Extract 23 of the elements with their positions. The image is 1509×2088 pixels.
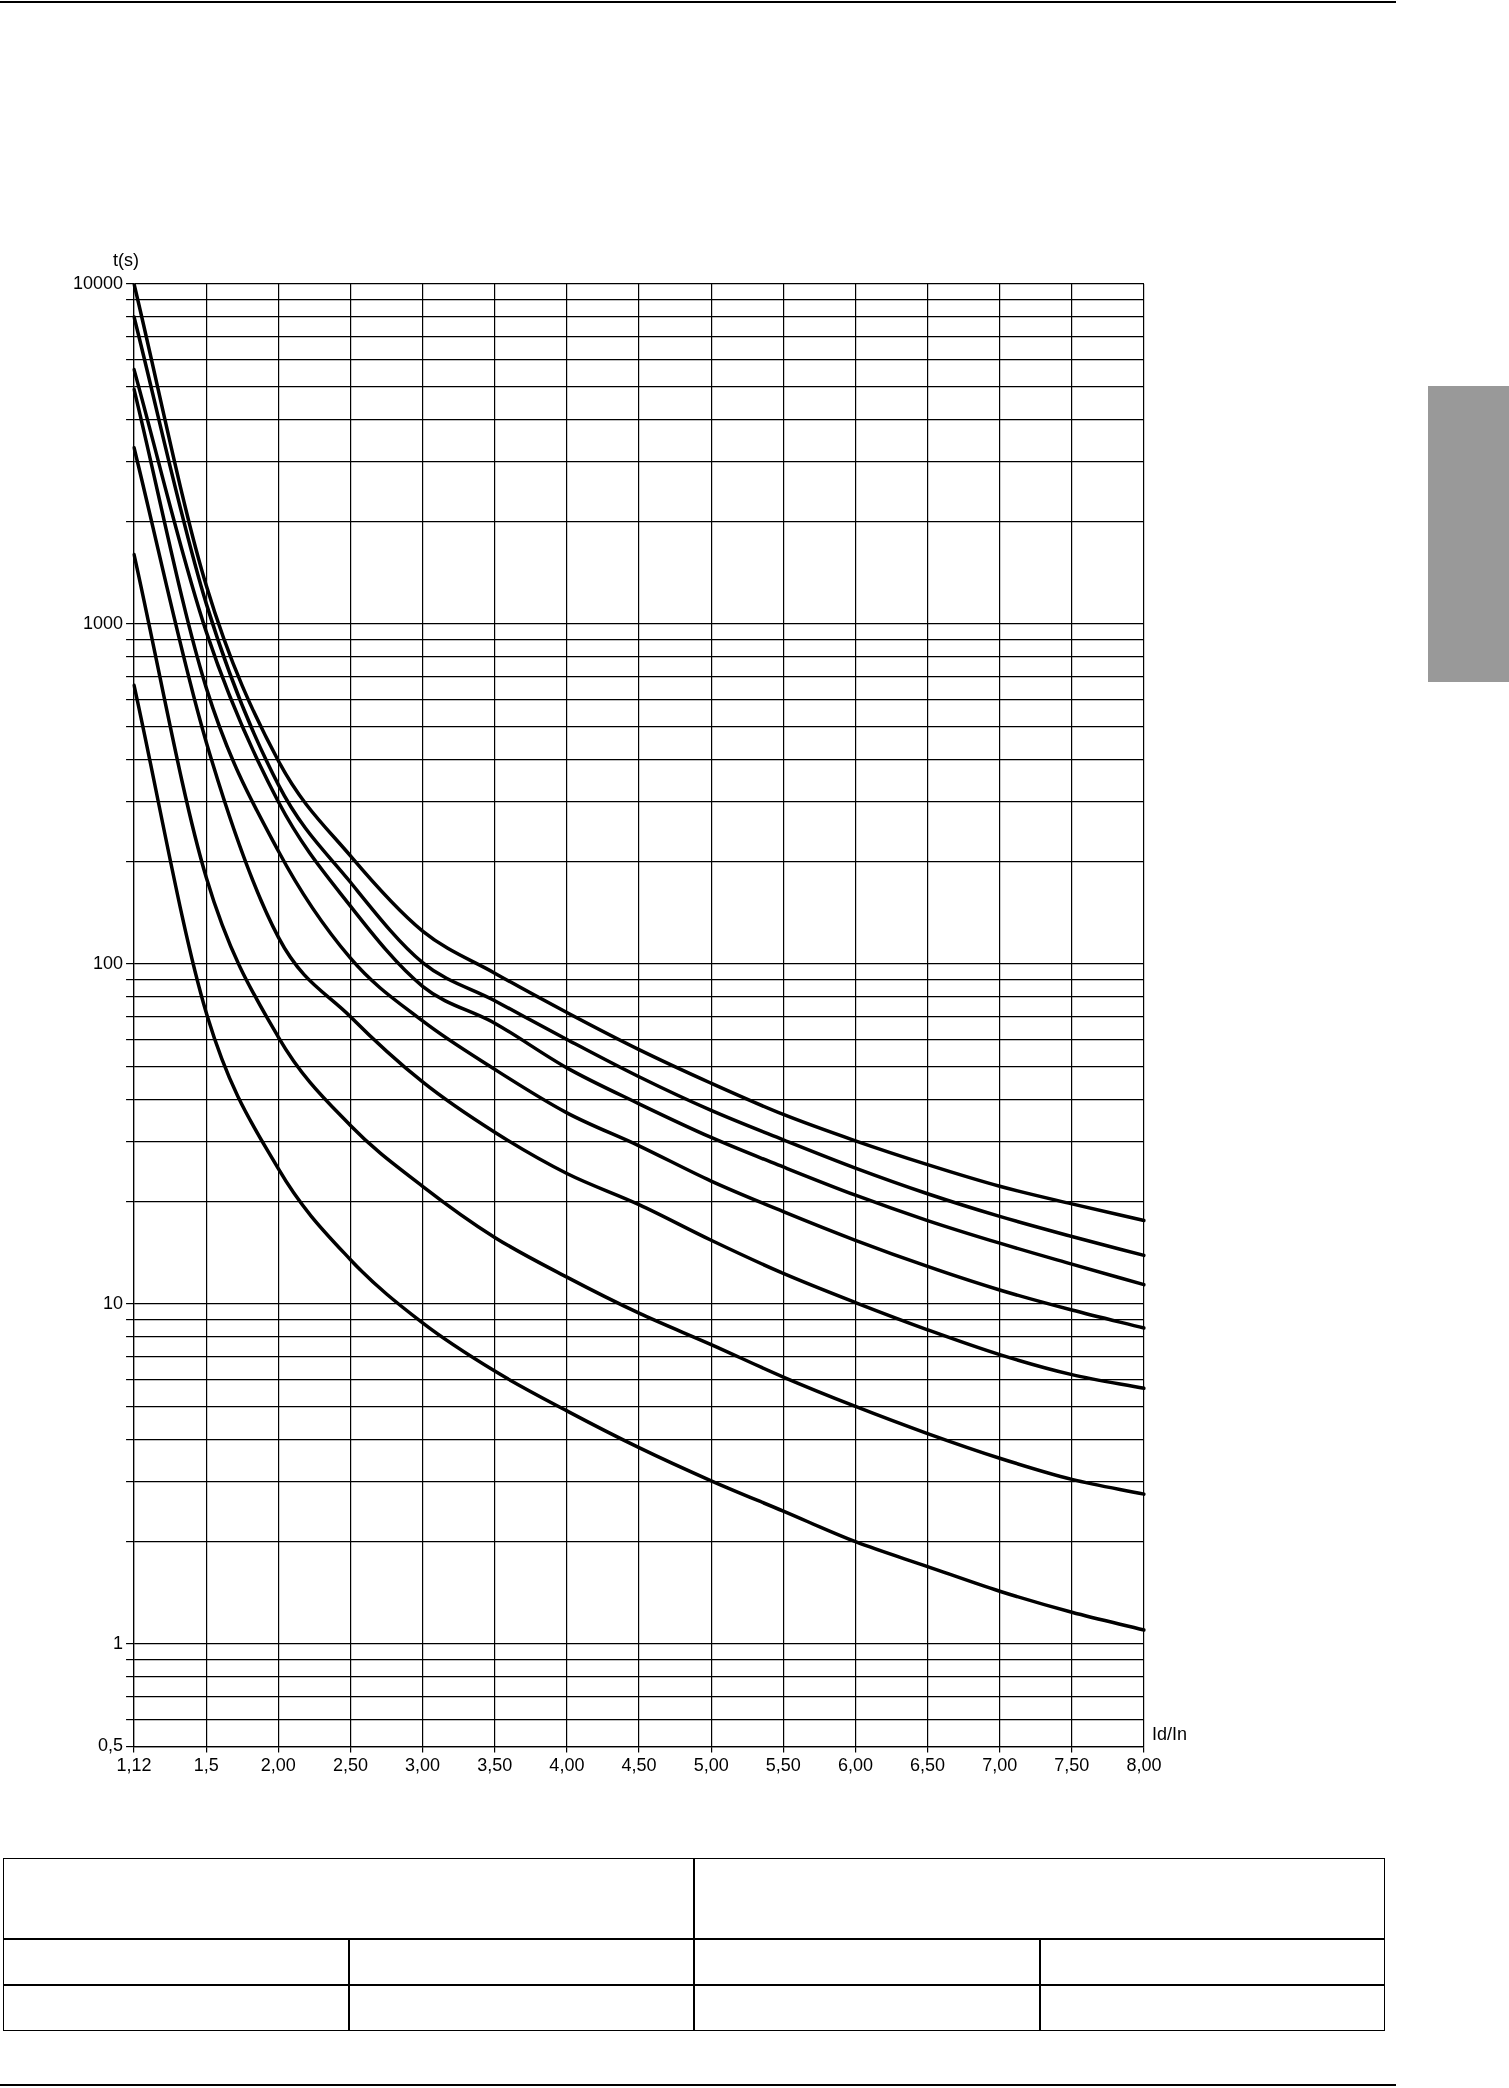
y-tick-label: 0,5 xyxy=(98,1735,124,1756)
y-tick-label: 10 xyxy=(103,1293,124,1313)
y-axis-title: t(s) xyxy=(113,249,140,270)
x-tick-label: 4,00 xyxy=(549,1755,585,1776)
x-tick-label: 7,50 xyxy=(1054,1755,1090,1776)
y-tick-label: 1000 xyxy=(83,612,124,633)
x-tick-label: 1,12 xyxy=(116,1755,152,1776)
y-tick-label: 100 xyxy=(93,952,124,973)
x-tick-label: 6,50 xyxy=(910,1755,946,1776)
y-tick-label: 10000 xyxy=(72,272,124,293)
y-tick-label: 1 xyxy=(113,1633,124,1654)
x-tick-label: 4,50 xyxy=(621,1755,657,1776)
x-tick-label: 3,00 xyxy=(405,1755,441,1776)
x-tick-label: 1,5 xyxy=(193,1755,219,1776)
x-axis-title: Id/In xyxy=(1152,1724,1188,1745)
x-tick-label: 3,50 xyxy=(477,1755,513,1776)
x-tick-label: 2,00 xyxy=(260,1755,296,1776)
x-tick-label: 5,50 xyxy=(765,1755,801,1776)
x-tick-label: 6,00 xyxy=(837,1755,873,1776)
x-tick-label: 8,00 xyxy=(1126,1755,1162,1776)
x-tick-label: 7,00 xyxy=(982,1755,1018,1776)
x-tick-label: 5,00 xyxy=(693,1755,729,1776)
x-tick-label: 2,50 xyxy=(332,1755,368,1776)
